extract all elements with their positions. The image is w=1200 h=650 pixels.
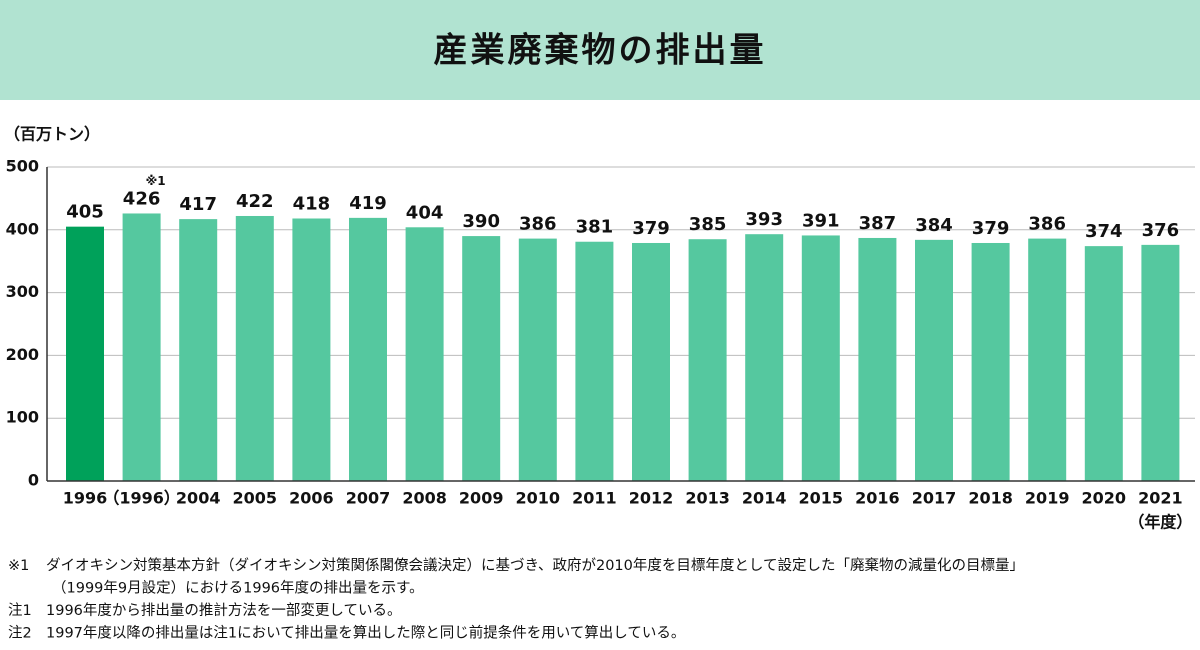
x-tick-label: 2009 (459, 489, 504, 508)
value-label: 376 (1142, 220, 1180, 241)
bar (1084, 246, 1123, 481)
y-tick-label: 400 (6, 219, 39, 238)
value-label: 417 (179, 194, 217, 215)
x-tick-label: 2008 (402, 489, 447, 508)
x-axis-label: （年度） (1128, 513, 1192, 532)
bar-annotation: ※1 (146, 174, 166, 188)
value-label: 390 (462, 211, 500, 232)
x-tick-label: 2014 (742, 489, 787, 508)
x-tick-label: 2020 (1082, 489, 1127, 508)
note-text: （1999年9月設定）における1996年度の排出量を示す。 (52, 580, 424, 597)
y-tick-label: 200 (6, 345, 39, 364)
bar (688, 239, 727, 481)
y-axis-label: （百万トン） (4, 125, 100, 144)
value-label: 387 (859, 213, 897, 234)
bar (971, 242, 1010, 481)
value-label: 386 (1028, 214, 1066, 235)
y-tick-label: 500 (6, 157, 39, 176)
bar (66, 226, 104, 481)
bar (235, 215, 274, 481)
value-label: 422 (236, 191, 274, 212)
x-tick-label: 2017 (912, 489, 957, 508)
x-tick-label: 2018 (968, 489, 1013, 508)
value-label: 418 (293, 193, 331, 214)
value-label: 393 (745, 209, 783, 230)
bar (858, 237, 897, 481)
x-tick-label: 2021 (1138, 489, 1183, 508)
x-tick-label: 2011 (572, 489, 617, 508)
x-tick-label: 2010 (516, 489, 561, 508)
value-label: 391 (802, 210, 840, 231)
x-tick-label: （1996） (103, 489, 180, 508)
bar (915, 239, 953, 481)
note-text: ダイオキシン対策基本方針（ダイオキシン対策関係閣僚会議決定）に基づき、政府が20… (46, 556, 1024, 574)
value-label: 384 (915, 215, 953, 236)
header-band (0, 0, 1200, 100)
value-label: 419 (349, 193, 387, 214)
value-label: 405 (66, 202, 104, 223)
note-marker: 注1 (8, 602, 32, 619)
x-tick-label: 1996 (63, 489, 108, 508)
chart-title: 産業廃棄物の排出量 (434, 31, 767, 71)
bar (1141, 244, 1180, 481)
note-marker: 注2 (8, 625, 32, 642)
value-label: 379 (972, 218, 1010, 239)
bar (745, 234, 784, 481)
bar (179, 219, 218, 481)
x-tick-label: 2019 (1025, 489, 1070, 508)
x-tick-label: 2013 (685, 489, 730, 508)
value-label: 381 (576, 217, 614, 238)
bar (292, 218, 331, 481)
note-text: 1997年度以降の排出量は注1において排出量を算出した際と同じ前提条件を用いて算… (46, 625, 685, 642)
bar (122, 213, 161, 482)
note-marker: ※1 (8, 558, 29, 574)
x-tick-label: 2016 (855, 489, 900, 508)
x-tick-label: 2005 (233, 489, 278, 508)
value-label: 385 (689, 214, 727, 235)
bar (349, 217, 387, 482)
bar (405, 227, 444, 481)
bar (1028, 238, 1067, 481)
y-tick-label: 300 (6, 282, 39, 301)
bar (518, 238, 557, 481)
bar (801, 235, 840, 481)
x-tick-label: 2012 (629, 489, 674, 508)
x-tick-label: 2015 (799, 489, 844, 508)
value-label: 374 (1085, 221, 1123, 242)
y-tick-label: 0 (28, 471, 39, 490)
bar (632, 242, 670, 481)
x-tick-label: 2007 (346, 489, 391, 508)
y-tick-label: 100 (6, 408, 39, 427)
value-label: 404 (406, 202, 444, 223)
value-label: 426 (123, 188, 161, 209)
value-label: 386 (519, 214, 557, 235)
bar (575, 241, 614, 481)
x-tick-label: 2004 (176, 489, 221, 508)
value-label: 379 (632, 218, 670, 239)
bar (462, 236, 501, 481)
x-tick-label: 2006 (289, 489, 334, 508)
note-text: 1996年度から排出量の推計方法を一部変更している。 (46, 602, 401, 619)
